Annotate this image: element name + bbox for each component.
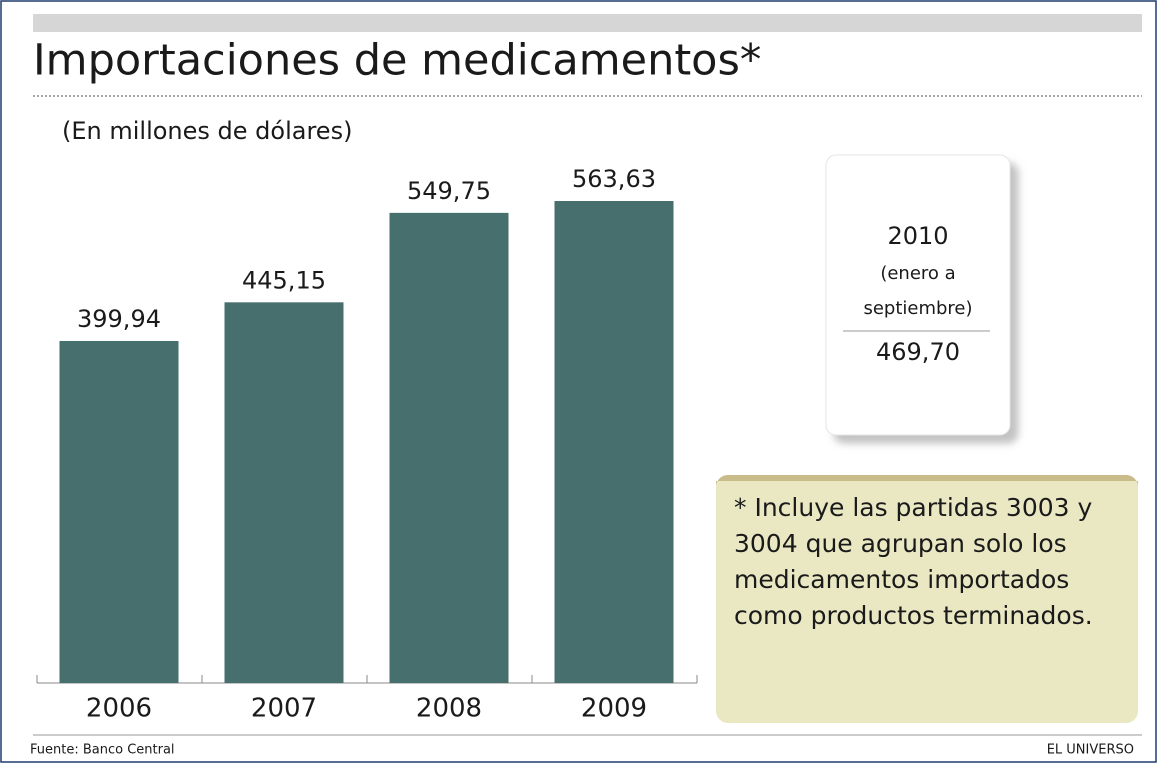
- note: * Incluye las partidas 3003 y 3004 que ag…: [734, 493, 1093, 630]
- bar: [224, 302, 344, 683]
- value-label: 399,94: [77, 305, 161, 333]
- note-line: * Incluye las partidas 3003 y: [734, 493, 1093, 522]
- x-tick-label: 2008: [416, 694, 482, 724]
- subtitle: (En millones de dólares): [62, 117, 352, 145]
- bar: [59, 340, 179, 683]
- note-line: como productos terminados.: [734, 601, 1093, 630]
- bar: [389, 212, 509, 684]
- box-year: 2010: [887, 222, 948, 250]
- source: Fuente: Banco Central: [30, 743, 175, 758]
- side-box: [825, 154, 1011, 436]
- x-tick-label: 2006: [86, 694, 152, 724]
- x-tick-label: 2009: [581, 694, 647, 724]
- chart-title: Importaciones de medicamentos*: [33, 36, 761, 86]
- box-value: 469,70: [876, 338, 960, 366]
- box-period: (enero a: [880, 263, 955, 284]
- box-period: septiembre): [863, 298, 972, 319]
- header-bar: [33, 14, 1142, 32]
- value-label: 563,63: [572, 165, 656, 193]
- value-label: 549,75: [407, 177, 491, 205]
- brand: EL UNIVERSO: [1047, 743, 1134, 758]
- note-line: 3004 que agrupan solo los: [734, 529, 1067, 558]
- value-label: 445,15: [242, 266, 326, 294]
- bar: [554, 201, 674, 683]
- note-line: medicamentos importados: [734, 565, 1069, 594]
- axis-ticks: [36, 675, 698, 683]
- note-top: [716, 475, 1138, 487]
- note-box: [716, 475, 1138, 723]
- x-tick-label: 2007: [251, 694, 317, 724]
